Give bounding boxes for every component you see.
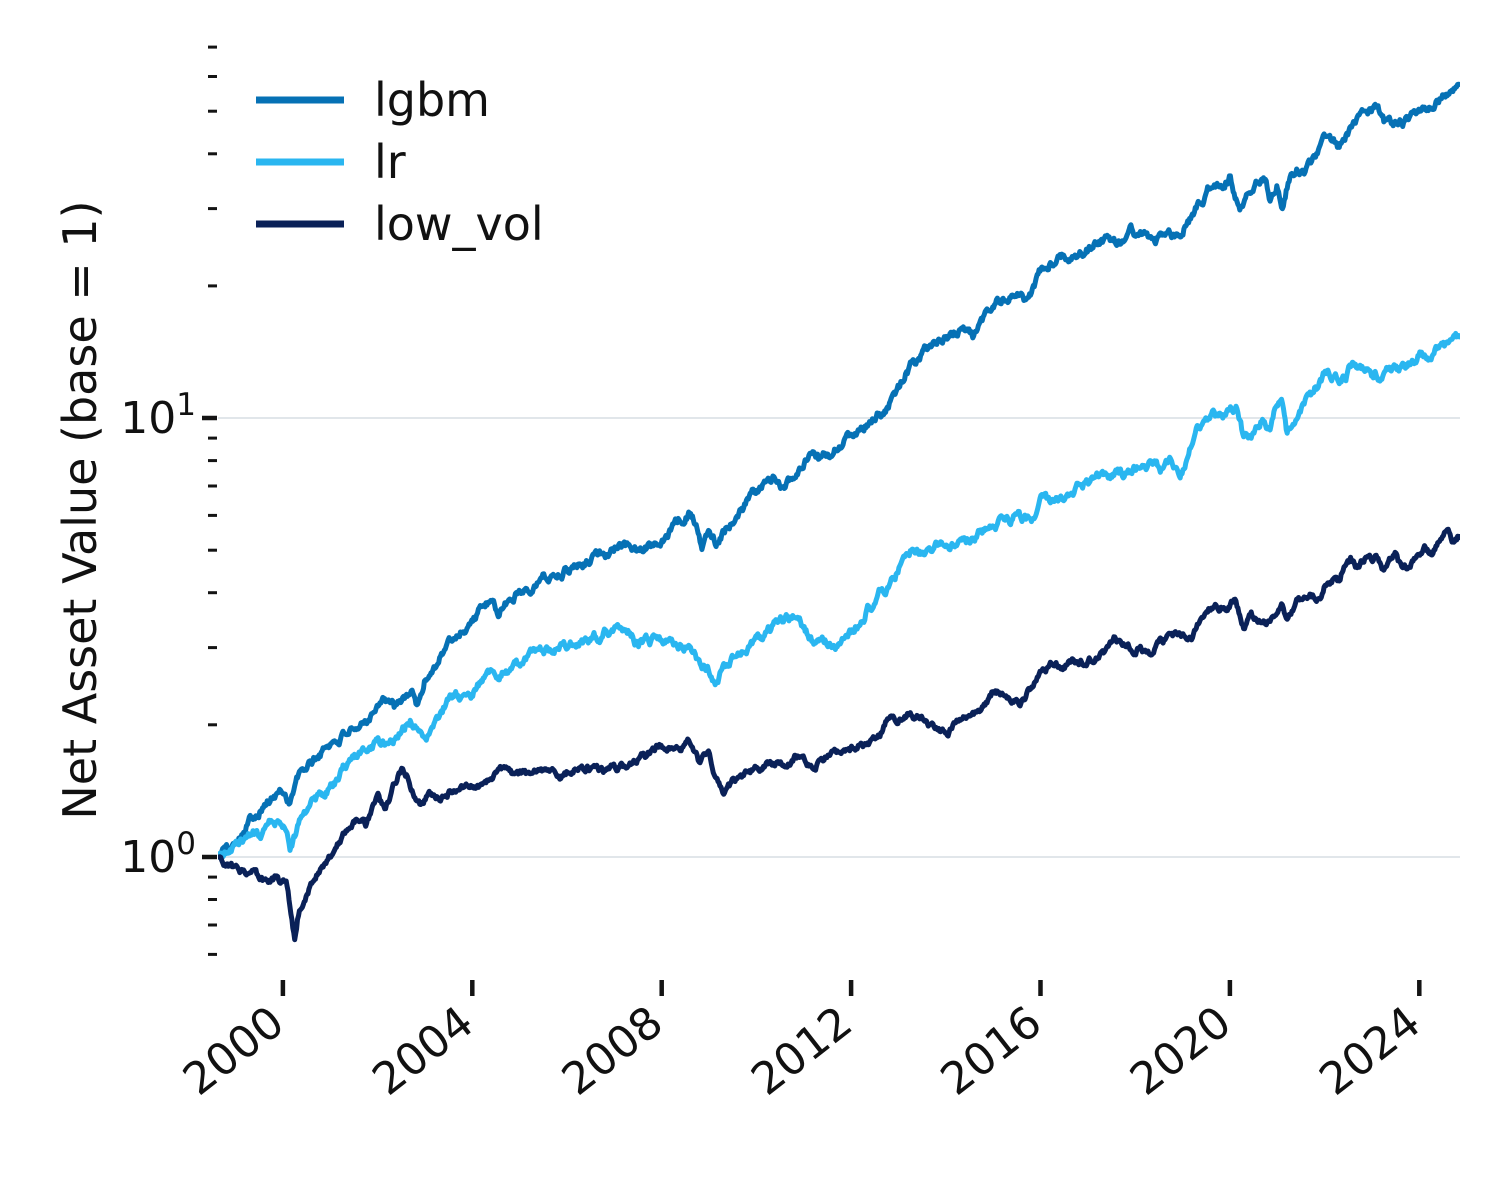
- series-lines: [218, 81, 1460, 943]
- gridlines: [218, 417, 1460, 858]
- series-line-lgbm: [218, 81, 1460, 861]
- y-tick-label-1: 100: [120, 826, 196, 883]
- y-tick-labels: 100 101: [120, 387, 196, 883]
- y-axis-label: Net Asset Value (base = 1): [53, 200, 107, 819]
- series-line-low_vol: [218, 526, 1460, 943]
- legend-label-lr: lr: [374, 135, 406, 189]
- legend-label-low-vol: low_vol: [374, 197, 544, 251]
- axis-ticks: [202, 45, 1422, 996]
- legend-item-low-vol: low_vol: [256, 197, 544, 251]
- legend-label-lgbm: lgbm: [374, 73, 490, 127]
- legend: lgbm lr low_vol: [256, 73, 544, 251]
- series-line-lr: [218, 330, 1460, 860]
- legend-item-lgbm: lgbm: [256, 73, 490, 127]
- legend-item-lr: lr: [256, 135, 406, 189]
- y-tick-label-10: 101: [120, 387, 196, 444]
